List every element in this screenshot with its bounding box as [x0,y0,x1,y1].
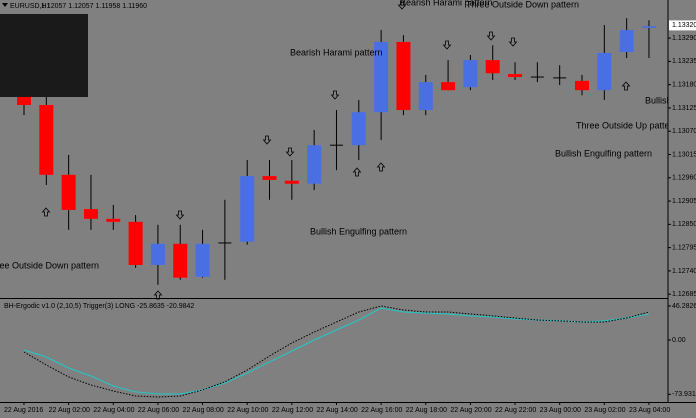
pattern-label: Bearish Harami pattern [400,0,493,7]
candle-body [262,176,277,180]
pattern-arrow [376,162,386,172]
x-tick-label: 22 Aug 16:00 [361,407,402,414]
candle-body [441,82,456,91]
last-price-label: 1.13320 [672,22,696,29]
candle-body [374,41,389,113]
y-tick-label: 1.12740 [672,268,696,275]
candle-body [575,80,589,91]
axis-background [668,0,696,418]
y-tick-label: 1.13125 [672,105,696,112]
candle-body [173,243,188,278]
indicator-line [23,305,650,398]
candle-body [150,243,165,265]
symbol: EURUSD,H1 [10,3,51,10]
y-tick-label: 1.12850 [672,221,696,228]
x-tick-label: 22 Aug 22:00 [495,407,536,414]
pattern-arrow [262,135,272,145]
y-tick-label: 1.13290 [672,35,696,42]
pattern-arrow [285,147,295,157]
candle-body [106,218,121,222]
candle-body [619,30,634,53]
pattern-arrow [442,40,452,50]
candle-body [463,60,478,88]
candle-body [83,209,98,219]
price-pane: Bearish Harami pattern Bearish Harami pat… [0,0,696,398]
y-tick-label: 46.2826 [672,303,696,310]
menu-icon[interactable] [2,3,8,7]
pattern-arrow [621,81,631,91]
pattern-arrow [175,210,185,220]
pattern-label: Bearish Harami pattern [290,47,383,57]
pattern-label: Bullish Engulfing pattern [310,226,407,236]
y-tick-label: 1.13070 [672,128,696,135]
y-tick-label: 1.13235 [672,58,696,65]
pattern-arrow [508,37,518,47]
x-tick-label: 22 Aug 14:00 [316,407,357,414]
candle-body [284,180,299,184]
x-tick-label: 23 Aug 00:00 [540,407,581,414]
candle-body [508,74,523,78]
x-tick-label: 22 Aug 2016 [4,407,43,414]
y-tick-label: 1.13180 [672,82,696,89]
x-tick-label: 22 Aug 12:00 [272,407,313,414]
info-panel [0,14,88,97]
y-tick-label: 1.12905 [672,198,696,205]
indicator-title: BH-Ergodic v1.0 (2,10,5) Trigger(3) LONG… [4,303,194,310]
x-tick-label: 22 Aug 18:00 [406,407,447,414]
pattern-label: Three Outside Up pattern [576,120,678,130]
y-tick-label: 1.12685 [672,291,696,298]
pattern-arrow [330,90,340,100]
candle-body [195,243,210,277]
y-tick-label: -73.9311 [672,391,696,398]
x-tick-label: 22 Aug 08:00 [183,407,224,414]
pattern-arrow [397,0,407,10]
x-tick-label: 22 Aug 10:00 [227,407,268,414]
candle-body [39,104,54,175]
candle-body [240,176,255,242]
candle-body [351,112,366,146]
candle-body [418,82,433,111]
indicator-line [23,307,650,395]
pattern-arrow [486,31,496,41]
x-tick-label: 22 Aug 20:00 [450,407,491,414]
x-tick-label: 22 Aug 02:00 [49,407,90,414]
pattern-label: Three Outside Down pattern [0,260,99,270]
candle-body [61,174,76,210]
pattern-label: Three Outside Down pattern [466,0,579,9]
pattern-arrow [41,207,51,217]
y-tick-label: 0.00 [672,337,686,344]
x-tick-label: 23 Aug 04:00 [629,407,670,414]
candle-body [396,41,411,111]
y-tick-label: 1.12960 [672,175,696,182]
candle-body [485,60,500,74]
candle-body [641,26,656,28]
y-tick-label: 1.13015 [672,151,696,158]
pattern-label: Bullish Engulfing pattern [555,148,652,158]
candle-body [128,221,143,265]
y-tick-label: 1.12795 [672,244,696,251]
x-tick-label: 22 Aug 06:00 [138,407,179,414]
candle-body [597,52,612,91]
x-tick-label: 22 Aug 04:00 [93,407,134,414]
candle-body [17,95,31,105]
x-tick-label: 23 Aug 02:00 [584,407,625,414]
ohlc-readout: 1.12057 1.12057 1.11958 1.11960 [41,3,147,10]
pattern-arrow [352,167,362,177]
candle-body [307,145,322,184]
last-price-box [669,20,696,31]
